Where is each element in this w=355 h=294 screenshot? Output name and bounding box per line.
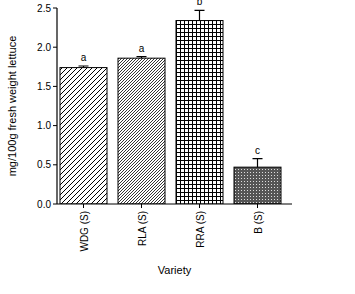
x-tick-label: WDG (S) [79, 211, 90, 252]
x-tick-label: B (S) [253, 211, 264, 234]
bars [60, 10, 281, 204]
x-axis [57, 203, 292, 204]
annotation: b [197, 0, 203, 7]
y-tick [53, 8, 57, 9]
chart-container: a WDG (S) a RLA (S) b RRA (S) c B (S) 0.0 0.5 1.0 1… [0, 0, 355, 294]
error-bar [79, 66, 89, 68]
y-axis-label: mg/100g fresh weight lettuce [6, 36, 18, 177]
y-tick [53, 86, 57, 87]
annotation: a [81, 52, 87, 63]
x-tick-label: RLA (S) [137, 211, 148, 246]
x-tick [83, 204, 84, 208]
y-tick-label: 0.5 [37, 159, 51, 170]
y-axis [56, 8, 57, 204]
bar [176, 21, 223, 204]
y-tick-label: 1.0 [37, 120, 51, 131]
annotation: c [255, 145, 260, 156]
x-tick [141, 204, 142, 208]
y-tick [53, 164, 57, 165]
bar [234, 167, 281, 204]
labels: a WDG (S) a RLA (S) b RRA (S) c B (S) 0.0 0.5 1.0 1… [6, 0, 264, 276]
y-tick-label: 1.5 [37, 81, 51, 92]
error-bar [137, 57, 147, 59]
error-bar [195, 10, 205, 20]
y-tick [53, 47, 57, 48]
annotation: a [139, 43, 145, 54]
y-tick-label: 2.0 [37, 42, 51, 53]
y-tick [53, 125, 57, 126]
chart-svg: a WDG (S) a RLA (S) b RRA (S) c B (S) 0.0 0.5 1.0 1… [0, 0, 355, 294]
y-tick [53, 204, 57, 205]
bar [118, 58, 165, 204]
x-tick [199, 204, 200, 208]
bar [60, 68, 107, 204]
error-bar [253, 159, 263, 168]
x-axis-label: Variety [158, 264, 192, 276]
x-tick-label: RRA (S) [195, 211, 206, 248]
y-tick-label: 0.0 [37, 199, 51, 210]
x-tick [257, 204, 258, 208]
y-tick-label: 2.5 [37, 3, 51, 14]
